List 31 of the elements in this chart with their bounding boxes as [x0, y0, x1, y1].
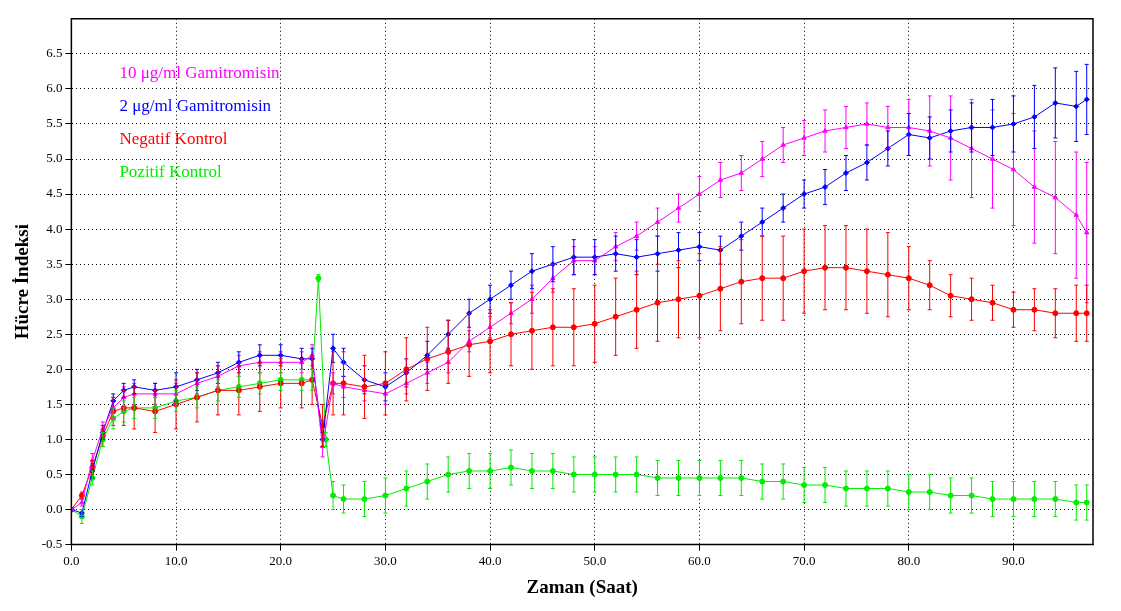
x-axis-title: Zaman (Saat): [526, 575, 638, 598]
text: 2 μg/ml Gamitromisin: [119, 96, 272, 116]
text: Pozitif Kontrol: [119, 162, 223, 182]
x-tick-label: 30.0: [374, 552, 397, 568]
y-tick-label: 6.0: [46, 80, 63, 96]
y-tick-label: 1.0: [46, 430, 63, 446]
text: Negatif Kontrol: [119, 129, 228, 149]
y-axis-title: Hücre İndeksi: [11, 224, 33, 340]
y-tick-label: 4.0: [46, 220, 63, 236]
y-tick-label: 2.5: [46, 325, 63, 341]
y-tick-label: 3.5: [46, 255, 63, 271]
text: 10 μg/ml Gamitromisin: [119, 63, 281, 83]
y-tick-label: 2.0: [46, 360, 63, 376]
y-tick-label: 5.5: [46, 115, 63, 131]
y-tick-label: 4.5: [46, 185, 63, 201]
x-tick-label: 40.0: [478, 552, 502, 568]
y-tick-label: 1.5: [46, 395, 63, 411]
x-tick-label: 10.0: [164, 552, 188, 568]
x-tick-label: 0.0: [63, 552, 80, 568]
y-tick-label: 5.0: [46, 150, 63, 166]
x-tick-label: 50.0: [583, 552, 607, 568]
x-tick-label: 20.0: [269, 552, 293, 568]
x-tick-label: 70.0: [792, 552, 816, 568]
x-tick-label: 60.0: [688, 552, 711, 568]
y-tick-label: 0.0: [46, 500, 63, 516]
y-tick-label: 6.5: [46, 45, 63, 61]
x-tick-label: 90.0: [1002, 552, 1025, 568]
y-tick-label: 3.0: [46, 290, 63, 306]
y-tick-label: -0.5: [41, 536, 63, 552]
y-tick-label: 0.5: [46, 465, 63, 481]
x-tick-label: 80.0: [897, 552, 921, 568]
